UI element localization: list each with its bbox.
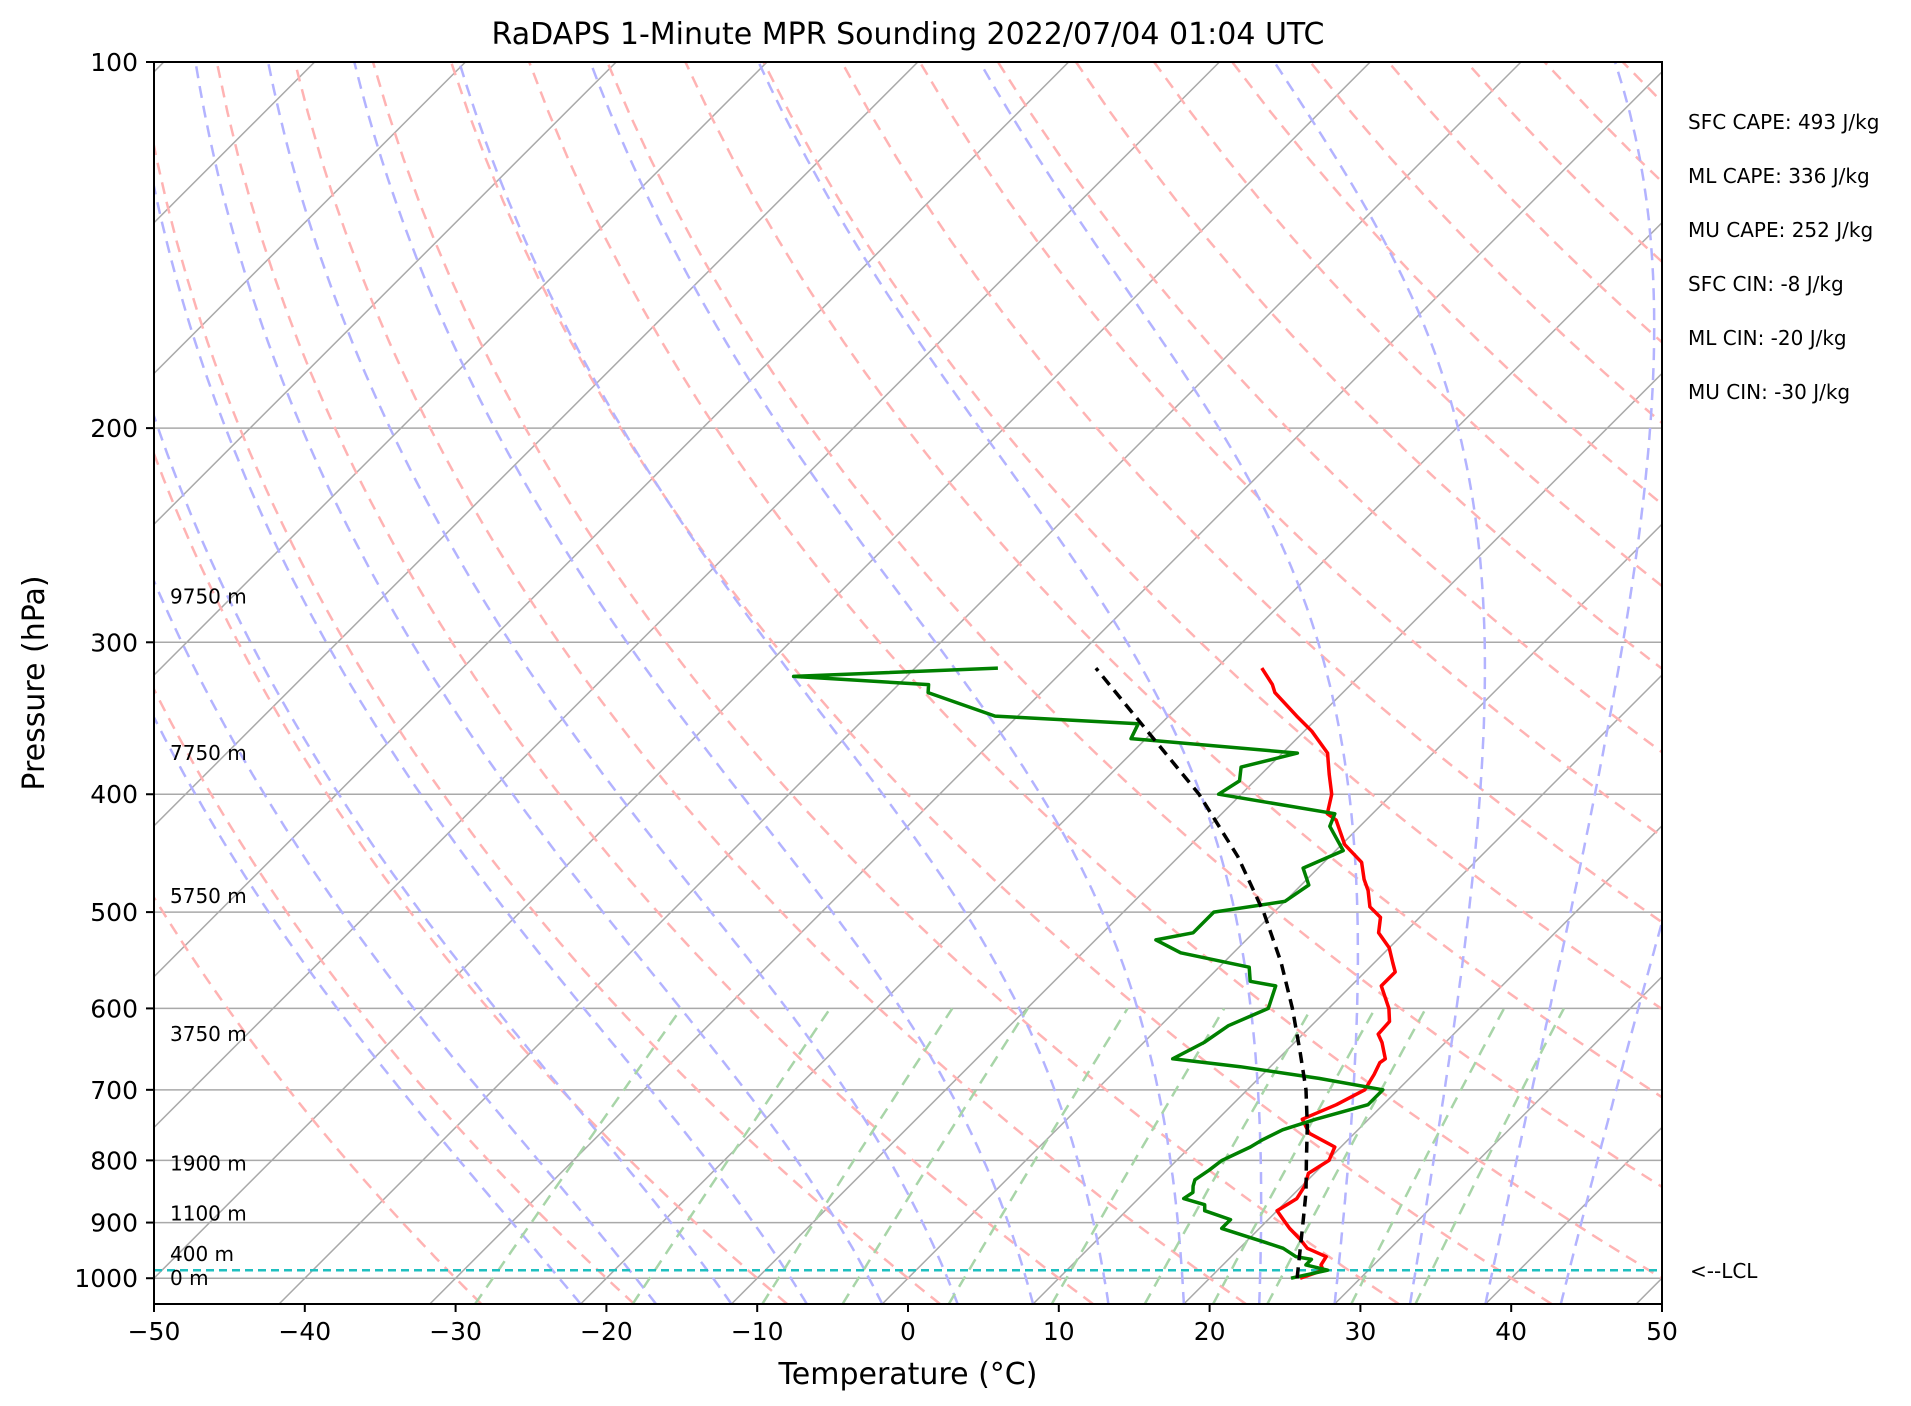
x-tick-label: 30 bbox=[1344, 1317, 1376, 1346]
isotherm bbox=[154, 62, 466, 375]
dry-adiabat bbox=[449, 62, 1553, 1304]
temperature-line bbox=[1260, 667, 1397, 1280]
mixing-ratio-line bbox=[1414, 1007, 1566, 1304]
isotherm bbox=[154, 62, 919, 827]
x-tick-label: −10 bbox=[731, 1317, 784, 1346]
isotherm bbox=[1183, 824, 1662, 1304]
moist-adiabat bbox=[353, 62, 1035, 1304]
y-tick-label: 400 bbox=[90, 780, 138, 809]
isotherm bbox=[154, 62, 617, 526]
dry-adiabat bbox=[840, 62, 1662, 924]
stability-indices: SFC CAPE: 493 J/kg ML CAPE: 336 J/kg MU CA… bbox=[1688, 110, 1879, 404]
mixing-ratio-line bbox=[1266, 1007, 1427, 1304]
dry-adiabat bbox=[606, 62, 1662, 1189]
mixing-ratio-line bbox=[1050, 1007, 1226, 1304]
height-label: 7750 m bbox=[170, 741, 247, 765]
moist-adiabat bbox=[194, 62, 884, 1304]
y-tick-label: 100 bbox=[90, 48, 138, 77]
dry-adiabat bbox=[918, 62, 1662, 839]
stability-index: MU CAPE: 252 J/kg bbox=[1688, 218, 1873, 242]
moist-adiabat bbox=[154, 714, 582, 1304]
isotherm bbox=[1032, 673, 1662, 1304]
x-tick-label: 10 bbox=[1043, 1317, 1075, 1346]
x-tick-label: 20 bbox=[1194, 1317, 1226, 1346]
moist-adiabat bbox=[458, 62, 1110, 1304]
dry-adiabat bbox=[154, 686, 636, 1304]
isotherm bbox=[1334, 975, 1662, 1304]
mixing-ratio-line bbox=[947, 1007, 1129, 1304]
dry-adiabat bbox=[528, 62, 1662, 1280]
moist-adiabat bbox=[589, 62, 1186, 1304]
y-tick-label: 200 bbox=[90, 414, 138, 443]
x-tick-label: −30 bbox=[429, 1317, 482, 1346]
moist-adiabat bbox=[978, 62, 1360, 1304]
mixing-ratio-line bbox=[1350, 1007, 1506, 1304]
x-tick-label: 50 bbox=[1646, 1317, 1678, 1346]
stability-index: ML CAPE: 336 J/kg bbox=[1688, 164, 1870, 188]
height-label: 0 m bbox=[170, 1266, 209, 1290]
x-tick-label: −50 bbox=[128, 1317, 181, 1346]
stability-index: SFC CIN: -8 J/kg bbox=[1688, 272, 1844, 296]
stability-index: MU CIN: -30 J/kg bbox=[1688, 380, 1850, 404]
mixing-ratio-line bbox=[1211, 1007, 1377, 1304]
mixing-ratio-line bbox=[761, 1007, 954, 1304]
isotherm bbox=[154, 62, 1371, 1280]
x-tick-label: 0 bbox=[900, 1317, 916, 1346]
stability-index: ML CIN: -20 J/kg bbox=[1688, 326, 1847, 350]
y-axis: 100 200 300 400 500 600 700 800 900 1000 bbox=[74, 48, 154, 1293]
y-tick-label: 900 bbox=[90, 1209, 138, 1238]
y-tick-label: 1000 bbox=[74, 1264, 138, 1293]
moist-adiabat bbox=[1559, 917, 1662, 1304]
moist-adiabat bbox=[154, 412, 733, 1304]
moist-adiabat bbox=[1484, 62, 1656, 1304]
dry-adiabat bbox=[684, 62, 1662, 1099]
dewpoint-line bbox=[791, 666, 1385, 1280]
background-lines bbox=[154, 62, 1662, 1304]
y-tick-label: 700 bbox=[90, 1076, 138, 1105]
dry-adiabat bbox=[762, 62, 1662, 1011]
stability-index: SFC CAPE: 493 J/kg bbox=[1688, 110, 1879, 134]
isotherm bbox=[154, 62, 1070, 978]
isotherm bbox=[429, 70, 1662, 1304]
height-label: 3750 m bbox=[170, 1022, 247, 1046]
mixing-ratio-line bbox=[631, 1007, 832, 1304]
isotherm bbox=[580, 221, 1662, 1304]
height-label: 1900 m bbox=[170, 1152, 247, 1176]
dry-adiabat bbox=[371, 62, 1400, 1304]
height-label: 1100 m bbox=[170, 1202, 247, 1226]
height-label: 5750 m bbox=[170, 884, 247, 908]
x-tick-label: −40 bbox=[278, 1317, 331, 1346]
x-axis: −50 −40 −30 −20 −10 0 10 20 30 40 50 bbox=[128, 1304, 1678, 1346]
mixing-ratio-line bbox=[474, 1007, 683, 1304]
isotherm bbox=[154, 62, 1220, 1129]
moist-adiabat bbox=[154, 578, 657, 1304]
dry-adiabat bbox=[154, 139, 941, 1304]
dry-adiabat bbox=[996, 62, 1662, 754]
x-tick-label: −20 bbox=[580, 1317, 633, 1346]
y-tick-label: 600 bbox=[90, 994, 138, 1023]
y-tick-label: 800 bbox=[90, 1146, 138, 1175]
height-label: 400 m bbox=[170, 1242, 234, 1266]
data-lines bbox=[791, 666, 1397, 1280]
moist-adiabat bbox=[1273, 62, 1487, 1304]
x-tick-label: 40 bbox=[1495, 1317, 1527, 1346]
moist-adiabat bbox=[757, 62, 1263, 1304]
height-label: 9750 m bbox=[170, 584, 247, 608]
dry-adiabat bbox=[215, 62, 1094, 1304]
isotherm bbox=[881, 523, 1662, 1304]
dry-adiabat bbox=[293, 62, 1247, 1304]
y-tick-label: 500 bbox=[90, 898, 138, 927]
x-axis-title: Temperature (°C) bbox=[778, 1357, 1038, 1392]
chart-title: RaDAPS 1-Minute MPR Sounding 2022/07/04 … bbox=[492, 17, 1325, 52]
lcl-label: <--LCL bbox=[1690, 1259, 1758, 1283]
y-axis-title: Pressure (hPa) bbox=[17, 575, 52, 790]
isotherm bbox=[154, 62, 768, 677]
moist-adiabat bbox=[266, 62, 959, 1304]
y-tick-label: 300 bbox=[90, 628, 138, 657]
moist-adiabat bbox=[154, 180, 808, 1304]
mixing-ratio-line bbox=[841, 1007, 1029, 1304]
